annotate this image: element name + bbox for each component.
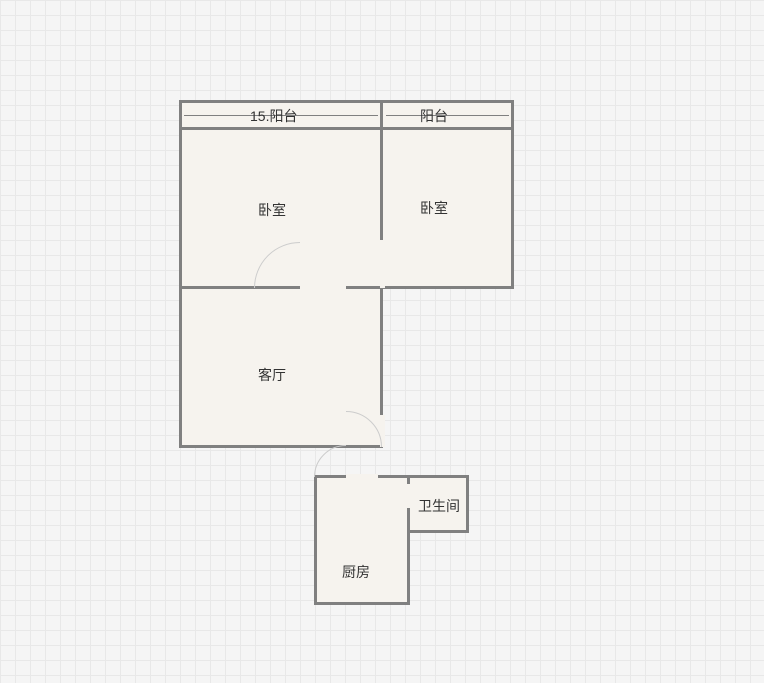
door-gap-4 bbox=[380, 240, 385, 288]
floorplan-canvas: 15.阳台 阳台卧室 卧室客厅厨房 卫生间 bbox=[0, 0, 764, 683]
room-label-bedroom-right: 卧室 bbox=[420, 198, 448, 218]
door-gap-0 bbox=[300, 285, 346, 290]
room-label-kitchen: 厨房 bbox=[342, 562, 370, 582]
room-label-balcony-left: 15.阳台 bbox=[250, 106, 297, 126]
door-gap-3 bbox=[406, 484, 411, 508]
room-kitchen bbox=[314, 475, 410, 605]
room-label-bathroom: 卫生间 bbox=[418, 496, 460, 516]
room-label-living-room: 客厅 bbox=[258, 365, 286, 385]
room-label-balcony-right: 阳台 bbox=[420, 106, 448, 126]
room-label-bedroom-left: 卧室 bbox=[258, 200, 286, 220]
door-gap-2 bbox=[346, 474, 378, 479]
